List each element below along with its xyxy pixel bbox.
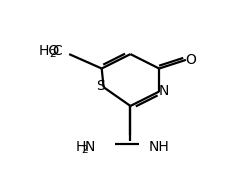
Text: H: H [76, 140, 86, 154]
Text: C: C [53, 44, 62, 58]
Text: 2: 2 [82, 145, 88, 155]
Text: HO: HO [39, 44, 60, 58]
Text: N: N [159, 84, 169, 98]
Text: O: O [185, 53, 196, 67]
Text: N: N [85, 140, 95, 154]
Text: S: S [96, 79, 105, 93]
Text: 2: 2 [50, 49, 56, 59]
Text: NH: NH [149, 140, 169, 154]
